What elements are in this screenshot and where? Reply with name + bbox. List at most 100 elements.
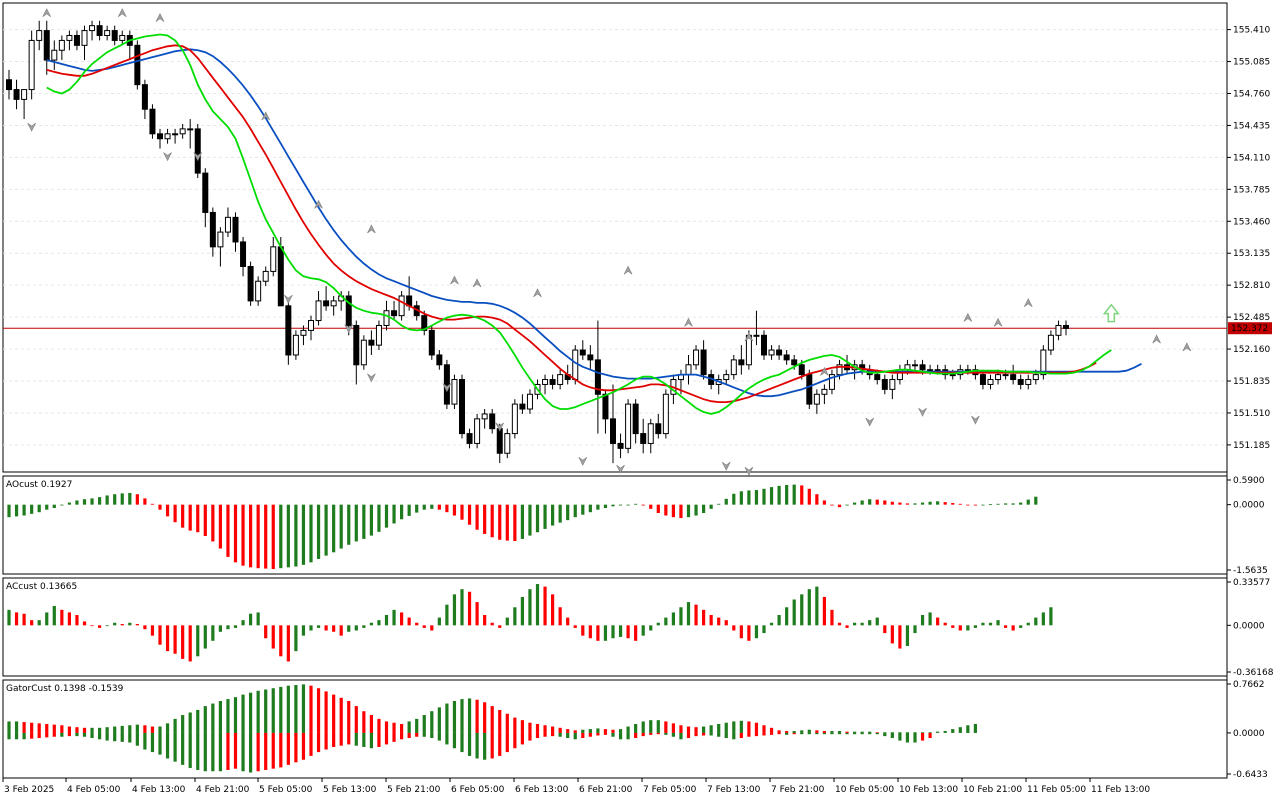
candle[interactable] (625, 399, 632, 454)
candle[interactable] (700, 340, 707, 380)
candle[interactable] (292, 330, 299, 360)
candle[interactable] (51, 40, 58, 70)
candle[interactable] (753, 310, 760, 346)
candle[interactable] (58, 35, 65, 61)
candle[interactable] (647, 418, 654, 454)
candle[interactable] (360, 335, 367, 370)
candle[interactable] (96, 20, 103, 41)
candle[interactable] (632, 399, 639, 444)
candle[interactable] (549, 374, 556, 390)
candle[interactable] (141, 79, 148, 120)
candle[interactable] (459, 374, 465, 439)
candle[interactable] (209, 207, 216, 257)
candle[interactable] (255, 276, 262, 306)
candle[interactable] (1055, 320, 1062, 341)
candle[interactable] (202, 168, 209, 228)
candle[interactable] (466, 428, 473, 449)
candle[interactable] (89, 20, 96, 41)
candle[interactable] (640, 418, 647, 454)
candle[interactable] (912, 359, 918, 370)
candle[interactable] (519, 394, 526, 414)
candle[interactable] (134, 40, 141, 90)
candle[interactable] (693, 345, 700, 370)
candle[interactable] (240, 237, 247, 277)
candle[interactable] (172, 128, 179, 144)
candle[interactable] (504, 428, 511, 459)
candle[interactable] (768, 345, 775, 360)
candle[interactable] (662, 389, 669, 439)
candle[interactable] (13, 79, 20, 110)
candle[interactable] (66, 30, 73, 51)
price-panel[interactable]: 155.410 155.085 154.760 154.435 154.110 153.7… (3, 8, 1272, 476)
candles[interactable] (6, 20, 1069, 464)
candle[interactable] (594, 320, 601, 434)
candle[interactable] (1047, 330, 1054, 355)
candle[interactable] (43, 20, 50, 75)
candle[interactable] (761, 330, 767, 360)
candle[interactable] (73, 30, 80, 51)
candle[interactable] (511, 399, 518, 439)
candle[interactable] (443, 359, 450, 410)
candle[interactable] (104, 25, 111, 41)
ac-panel[interactable]: 0.33577 0.0000 -0.36168 ACcust 0.13665 (6, 578, 1274, 678)
candle[interactable] (6, 69, 12, 100)
candle[interactable] (1017, 374, 1024, 390)
candle[interactable] (738, 345, 745, 375)
candle[interactable] (821, 384, 828, 405)
candle[interactable] (1025, 374, 1032, 390)
candle[interactable] (1063, 320, 1069, 336)
candle[interactable] (285, 300, 292, 365)
candle[interactable] (308, 315, 314, 341)
candle[interactable] (1040, 345, 1047, 380)
candle[interactable] (262, 266, 269, 287)
candle[interactable] (428, 325, 435, 360)
candle[interactable] (881, 374, 888, 395)
candle[interactable] (451, 374, 458, 410)
candle[interactable] (323, 286, 330, 311)
candle[interactable] (119, 30, 126, 46)
candle[interactable] (489, 409, 496, 434)
candle[interactable] (111, 25, 118, 46)
candle[interactable] (987, 374, 994, 390)
candle[interactable] (828, 369, 835, 395)
candle[interactable] (179, 123, 186, 139)
candle[interactable] (368, 330, 375, 355)
candle[interactable] (81, 25, 88, 61)
candle[interactable] (194, 123, 201, 179)
candle[interactable] (474, 413, 481, 449)
candle[interactable] (783, 350, 790, 365)
candle[interactable] (481, 409, 488, 429)
candle[interactable] (655, 413, 662, 439)
candle[interactable] (557, 369, 564, 390)
candle[interactable] (776, 345, 783, 360)
candle[interactable] (28, 30, 35, 100)
candle[interactable] (602, 389, 609, 434)
candle[interactable] (187, 119, 194, 149)
candle[interactable] (730, 354, 737, 380)
candle[interactable] (232, 212, 239, 252)
candle[interactable] (21, 89, 28, 120)
candle[interactable] (436, 350, 443, 370)
candle[interactable] (813, 389, 820, 414)
candle[interactable] (217, 227, 224, 267)
candle[interactable] (330, 295, 337, 316)
candle[interactable] (149, 104, 156, 139)
candle[interactable] (1010, 364, 1017, 385)
candle[interactable] (542, 374, 549, 395)
candle[interactable] (300, 325, 307, 346)
candle[interactable] (579, 340, 586, 360)
candle[interactable] (36, 20, 43, 51)
candle[interactable] (224, 207, 231, 238)
candle[interactable] (270, 237, 277, 277)
candle[interactable] (375, 320, 382, 351)
candle[interactable] (806, 369, 813, 410)
candle[interactable] (157, 128, 163, 149)
ao-panel[interactable]: 0.5900 0.0000 -1.5635 AOcust 0.1927 (6, 476, 1268, 576)
candle[interactable] (391, 300, 398, 321)
candle[interactable] (247, 261, 254, 306)
gator-panel[interactable]: 0.7662 0.0000 -0.6433 GatorCust 0.1398 -0.1… (6, 680, 1268, 780)
candle[interactable] (421, 310, 428, 336)
candle[interactable] (889, 374, 896, 400)
